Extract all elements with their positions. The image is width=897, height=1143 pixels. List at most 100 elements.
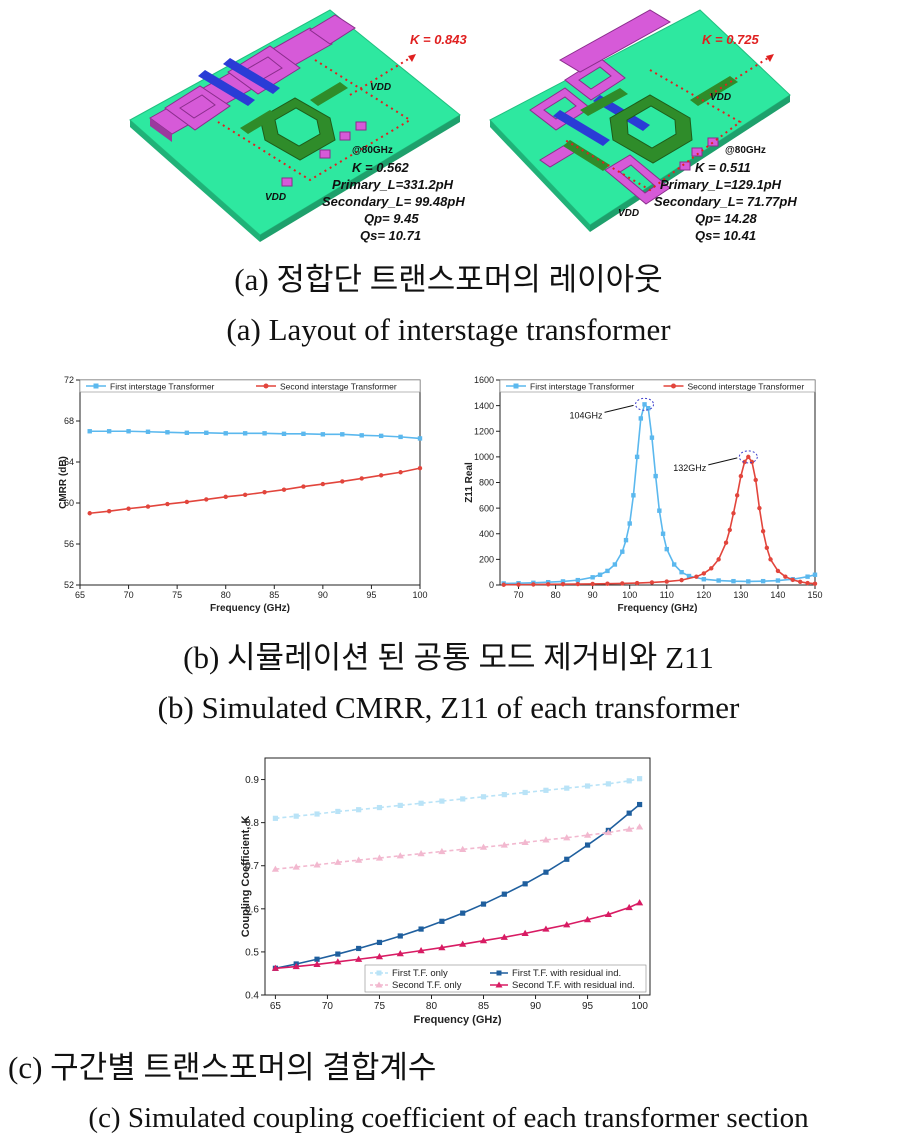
coupling-data-point: [583, 831, 592, 838]
z11-data-point: [812, 572, 818, 577]
z11-data-point: [516, 582, 521, 587]
cmrr-data-point: [417, 465, 423, 471]
cmrr-xtick-label: 75: [172, 590, 182, 600]
cmrr-series-1: [87, 429, 423, 441]
cmrr-data-point: [145, 504, 151, 509]
layout-left-vdd-bottom: VDD: [265, 192, 286, 203]
cmrr-data-point: [398, 434, 403, 440]
z11-data-point: [620, 581, 625, 586]
cmrr-legend-marker: [263, 383, 269, 389]
coupling-legend-label: Second T.F. with residual ind.: [512, 980, 635, 991]
z11-data-point: [764, 545, 770, 551]
cmrr-ytick-label: 68: [64, 416, 74, 426]
cmrr-legend: First interstage Transformer Second inter…: [79, 379, 421, 393]
z11-data-point: [775, 568, 781, 574]
coupling-data-point: [636, 776, 643, 782]
cmrr-data-point: [87, 511, 92, 516]
layout-right-qp: Qp= 14.28: [695, 211, 758, 226]
caption-b-english: (b) Simulated CMRR, Z11 of each transfor…: [157, 690, 740, 725]
coupling-data-point: [292, 962, 300, 970]
cmrr-series-2: [87, 465, 423, 516]
layout-left-qs: Qs= 10.71: [360, 228, 421, 243]
cmrr-data-point: [359, 433, 364, 438]
z11-data-point: [660, 531, 666, 536]
z11-data-point: [812, 581, 818, 586]
coupling-data-point: [604, 910, 612, 918]
cmrr-data-point: [165, 430, 170, 435]
coupling-data-point: [418, 926, 424, 932]
z11-data-point: [727, 527, 732, 533]
z11-data-point: [638, 416, 644, 421]
z11-data-point: [746, 454, 751, 460]
coupling-ytick-label: 0.7: [245, 861, 259, 872]
cmrr-plot-frame: [79, 379, 421, 586]
coupling-data-point: [626, 810, 632, 816]
layout-left-freq: @80GHz: [352, 145, 393, 156]
z11-data-point: [757, 505, 762, 511]
z11-xtick-label: 120: [696, 590, 711, 600]
coupling-data-point: [480, 901, 487, 907]
z11-ytick-label: 1600: [474, 375, 494, 385]
caption-a-english: (a) Layout of interstage transformer: [226, 312, 671, 347]
coupling-data-point: [375, 854, 384, 861]
z11-data-point: [649, 580, 655, 585]
coupling-legend-label: First T.F. with residual ind.: [512, 968, 621, 979]
cmrr-data-point: [281, 487, 287, 492]
coupling-ytick-label: 0.6: [245, 904, 259, 915]
z11-data-point: [716, 557, 721, 562]
coupling-series-1: [272, 776, 643, 821]
cmrr-xtick-label: 90: [318, 590, 328, 600]
coupling-data-point: [335, 808, 341, 815]
coupling-data-point: [564, 785, 570, 791]
coupling-xtick-label: 90: [530, 1001, 542, 1012]
z11-data-point: [686, 573, 692, 579]
coupling-data-point: [563, 834, 571, 841]
cmrr-xtick-label: 80: [221, 590, 231, 600]
layout-left-illustration: K = 0.843 VDD VDD @80GHz K = 0.562 Prima…: [129, 9, 468, 243]
z11-plot-frame: [499, 379, 816, 586]
z11-legend-marker: [671, 383, 676, 389]
coupling-data-point: [479, 843, 488, 850]
z11-data-point: [560, 579, 566, 584]
coupling-xtick-label: 80: [426, 1001, 438, 1012]
cmrr-data-point: [184, 499, 190, 505]
coupling-data-point: [521, 838, 529, 846]
coupling-data-point: [479, 937, 488, 944]
coupling-ylabel: Coupling Coefficient, K: [240, 816, 252, 938]
coupling-legend-marker: [495, 981, 503, 988]
coupling-data-point: [635, 899, 644, 906]
cmrr-data-point: [340, 479, 345, 484]
coupling-data-point: [314, 811, 320, 817]
z11-data-point: [649, 435, 655, 440]
z11-data-point: [716, 578, 721, 583]
layout-right-primary-l: Primary_L=129.1pH: [660, 177, 782, 192]
z11-data-point: [790, 577, 795, 583]
coupling-data-point: [500, 933, 508, 940]
layout-left-k-inner: K = 0.562: [352, 160, 410, 175]
coupling-data-point: [375, 953, 384, 960]
cmrr-legend-label: Second interstage Transformer: [280, 382, 397, 392]
layout-right-k-outer: K = 0.725: [702, 32, 760, 47]
z11-xlabel: Frequency (GHz): [617, 603, 697, 614]
z11-xtick-label: 150: [807, 590, 822, 600]
cmrr-data-point: [106, 429, 112, 434]
z11-data-point: [679, 569, 684, 575]
coupling-xtick-label: 65: [270, 1001, 282, 1012]
z11-data-point: [731, 511, 736, 516]
z11-data-point: [664, 579, 669, 584]
coupling-data-point: [543, 869, 549, 875]
z11-data-point: [623, 537, 629, 543]
z11-data-point: [646, 405, 651, 411]
z11-data-point: [545, 582, 551, 587]
coupling-ytick-label: 0.9: [245, 775, 259, 786]
cmrr-xlabel: Frequency (GHz): [210, 603, 290, 614]
z11-xtick-label: 140: [770, 590, 785, 600]
coupling-data-point: [521, 929, 529, 936]
cmrr-xtick-label: 100: [412, 590, 427, 600]
z11-data-point: [775, 578, 781, 583]
coupling-data-point: [396, 950, 404, 957]
z11-data-point: [805, 580, 810, 586]
z11-data-point: [749, 459, 755, 465]
cmrr-xtick-label: 85: [269, 590, 279, 600]
coupling-data-point: [417, 947, 425, 954]
